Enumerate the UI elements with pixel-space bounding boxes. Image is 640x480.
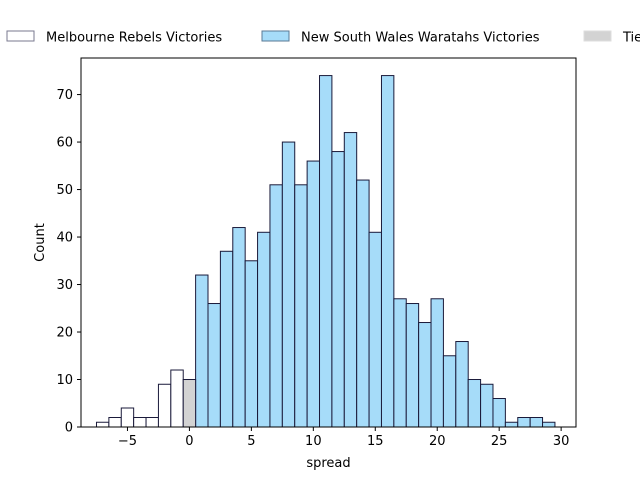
x-tick-label: −5	[118, 434, 137, 449]
bar-waratahs-3	[219, 250, 234, 428]
bar-rebels-m6	[108, 417, 122, 428]
bar-waratahs-24	[480, 383, 494, 428]
bar-waratahs-26	[504, 421, 519, 428]
bar-waratahs-14	[356, 179, 370, 428]
bar-waratahs-1	[195, 274, 209, 428]
y-tick-label: 60	[56, 136, 73, 151]
bar-waratahs-18	[405, 303, 420, 428]
y-tick-label: 30	[56, 278, 73, 293]
x-tick-label: 0	[185, 434, 193, 449]
bar-waratahs-10	[306, 160, 321, 428]
y-tick-label: 40	[56, 231, 73, 246]
y-axis-label: Count	[33, 223, 48, 262]
bar-waratahs-22	[455, 341, 469, 428]
bar-rebels-m1	[170, 369, 184, 428]
y-tick-label: 50	[56, 183, 73, 198]
x-tick-label: 5	[247, 434, 255, 449]
bar-waratahs-20	[430, 298, 444, 428]
legend-swatch	[6, 30, 35, 42]
bar-waratahs-13	[343, 132, 358, 428]
x-axis-label: spread	[306, 456, 350, 471]
y-tick-label: 20	[56, 326, 73, 341]
legend: Melbourne Rebels Victories New South Wale…	[6, 30, 640, 46]
bar-rebels-m2	[157, 383, 172, 428]
y-tick-label: 70	[56, 88, 73, 103]
legend-label: Melbourne Rebels Victories	[46, 31, 222, 46]
bar-waratahs-16	[380, 75, 395, 428]
bar-waratahs-9	[294, 184, 308, 428]
bar-waratahs-27	[517, 417, 531, 428]
bar-waratahs-12	[331, 151, 345, 428]
bar-waratahs-8	[281, 141, 296, 428]
bar-waratahs-21	[442, 355, 457, 428]
bar-waratahs-19	[418, 322, 432, 428]
bar-rebels-m3	[145, 417, 159, 428]
bar-waratahs-28	[529, 417, 544, 428]
legend-swatch	[261, 30, 290, 42]
legend-label: Ties	[622, 31, 640, 46]
x-tick-label: 25	[491, 434, 508, 449]
y-tick-label: 10	[56, 373, 73, 388]
bar-waratahs-23	[467, 379, 482, 428]
bar-rebels-m5	[120, 407, 135, 428]
y-axis-ticks: 0 10 20 30 40 50 60 70	[56, 88, 81, 436]
bar-waratahs-5	[244, 260, 259, 428]
bar-waratahs-29	[542, 421, 556, 428]
x-axis-ticks: −5 0 5 10 15 20 25 30	[118, 427, 570, 449]
bar-waratahs-17	[393, 298, 407, 428]
bar-waratahs-7	[269, 184, 283, 428]
legend-swatch	[583, 30, 612, 42]
bar-waratahs-15	[368, 231, 382, 428]
bars-group	[95, 75, 556, 428]
bar-waratahs-2	[207, 303, 221, 428]
bar-waratahs-6	[257, 231, 271, 428]
x-tick-label: 10	[305, 434, 322, 449]
bar-waratahs-11	[319, 75, 333, 428]
y-tick-label: 0	[65, 421, 73, 436]
x-tick-label: 15	[367, 434, 384, 449]
bar-waratahs-4	[232, 227, 246, 428]
bar-rebels-m4	[133, 417, 147, 428]
x-tick-label: 30	[553, 434, 570, 449]
plot-frame	[80, 57, 577, 428]
legend-label: New South Wales Waratahs Victories	[301, 31, 540, 46]
bar-rebels-m7	[95, 421, 110, 428]
x-tick-label: 20	[429, 434, 446, 449]
bar-waratahs-25	[492, 398, 506, 428]
bar-ties-0	[182, 379, 197, 428]
